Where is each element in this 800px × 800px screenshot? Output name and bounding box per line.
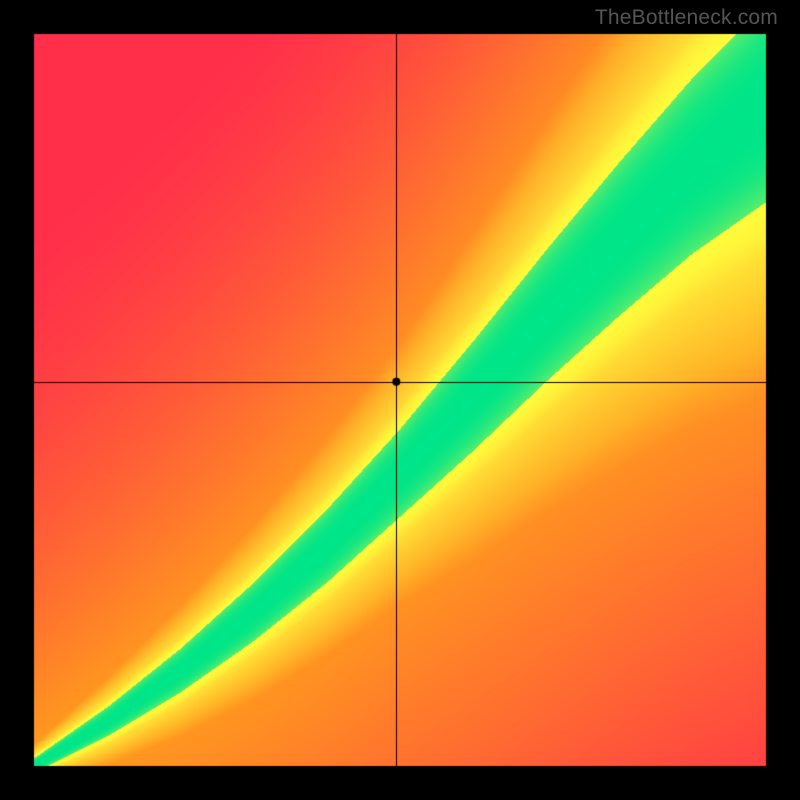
watermark: TheBottleneck.com	[595, 6, 778, 30]
chart-container: TheBottleneck.com	[0, 0, 800, 800]
heatmap-canvas	[0, 0, 800, 800]
